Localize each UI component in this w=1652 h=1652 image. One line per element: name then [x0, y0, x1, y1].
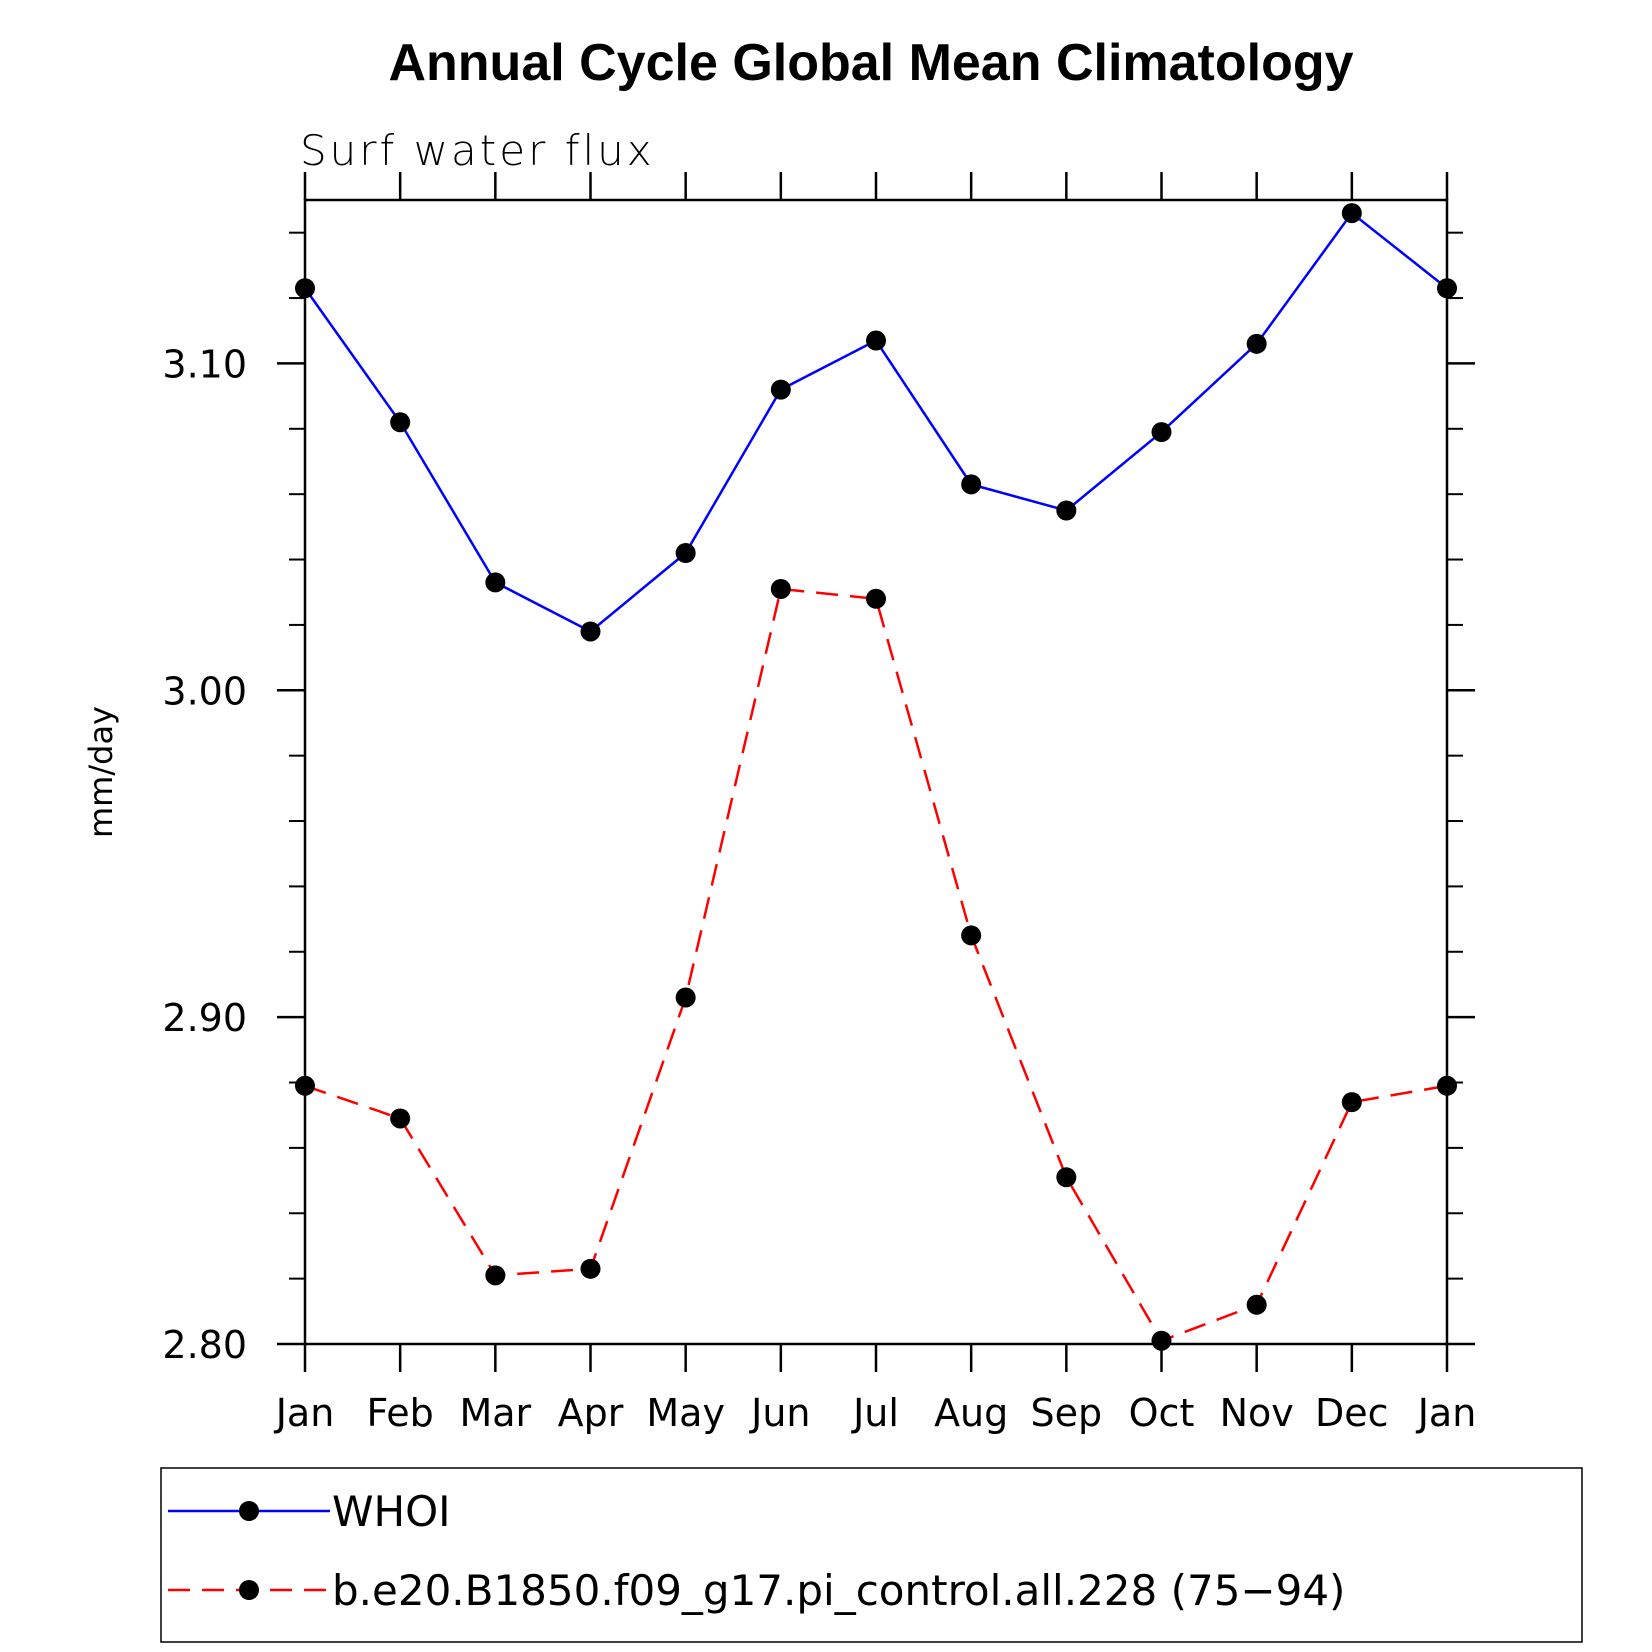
data-point-model [485, 1265, 506, 1286]
data-point-model [390, 1108, 411, 1129]
data-point-model [1341, 1092, 1362, 1113]
x-tick-label: Dec [1315, 1391, 1389, 1435]
y-tick-label: 3.10 [162, 342, 247, 386]
data-point-whoi [961, 474, 982, 495]
series-layer [295, 203, 1457, 1351]
series-line-model [304, 587, 1448, 1343]
x-tick-label: Apr [558, 1391, 624, 1435]
legend-marker-whoi [239, 1501, 259, 1521]
data-point-whoi [675, 543, 696, 564]
x-tick-label: Aug [934, 1391, 1008, 1435]
data-point-whoi [580, 621, 601, 642]
data-point-whoi [390, 412, 411, 433]
x-tick-label: Mar [459, 1391, 531, 1435]
x-tick-label: Oct [1129, 1391, 1195, 1435]
data-point-whoi [1341, 203, 1362, 224]
x-tick-label: Feb [367, 1391, 434, 1435]
data-point-whoi [770, 379, 791, 400]
data-point-whoi [1151, 422, 1172, 443]
legend-marker-model [239, 1580, 259, 1600]
data-point-whoi [1437, 278, 1457, 299]
data-point-model [1246, 1294, 1267, 1315]
series-line-whoi [303, 211, 1448, 633]
y-tick-label: 3.00 [162, 669, 247, 713]
data-point-model [1437, 1075, 1457, 1096]
chart-subtitle: Surf water flux [300, 126, 655, 175]
x-tick-label: Jan [1416, 1391, 1477, 1435]
legend-box [160, 1467, 1583, 1643]
legend-label-model: b.e20.B1850.f09_g17.pi_control.all.228 (… [332, 1566, 1345, 1615]
x-tick-label: Nov [1220, 1391, 1294, 1435]
legend-label-whoi: WHOI [332, 1487, 451, 1536]
y-axis-label: mm/day [82, 706, 120, 838]
data-point-whoi [295, 278, 315, 299]
data-point-whoi [866, 330, 886, 351]
legend-items: WHOI b.e20.B1850.f09_g17.pi_control.all.2… [168, 1487, 1345, 1615]
x-tick-label: Sep [1031, 1391, 1103, 1435]
x-tick-label: Jan [274, 1391, 335, 1435]
data-point-whoi [485, 572, 506, 593]
data-point-model [770, 578, 791, 599]
data-point-model [1151, 1330, 1172, 1351]
x-tick-label: May [646, 1391, 725, 1435]
data-point-model [295, 1075, 315, 1096]
data-point-model [866, 588, 886, 609]
data-point-model [580, 1258, 601, 1279]
data-point-whoi [1246, 333, 1267, 354]
data-point-model [1056, 1167, 1077, 1188]
y-tick-label: 2.80 [162, 1323, 247, 1367]
x-tick-label: Jun [749, 1391, 810, 1435]
y-tick-label: 2.90 [162, 996, 247, 1040]
legend: WHOI b.e20.B1850.f09_g17.pi_control.all.2… [160, 1467, 1583, 1643]
plot-frame [303, 198, 1449, 1346]
x-tick-label: Jul [851, 1391, 899, 1435]
chart-title: Annual Cycle Global Mean Climatology [388, 34, 1353, 92]
data-point-model [961, 925, 982, 946]
data-point-model [675, 987, 696, 1008]
data-point-whoi [1056, 500, 1077, 521]
plot-axes: Jan Feb Mar Apr May Jun Jul Aug Sep Oct Nov Dec Jan 2… [162, 172, 1476, 1435]
